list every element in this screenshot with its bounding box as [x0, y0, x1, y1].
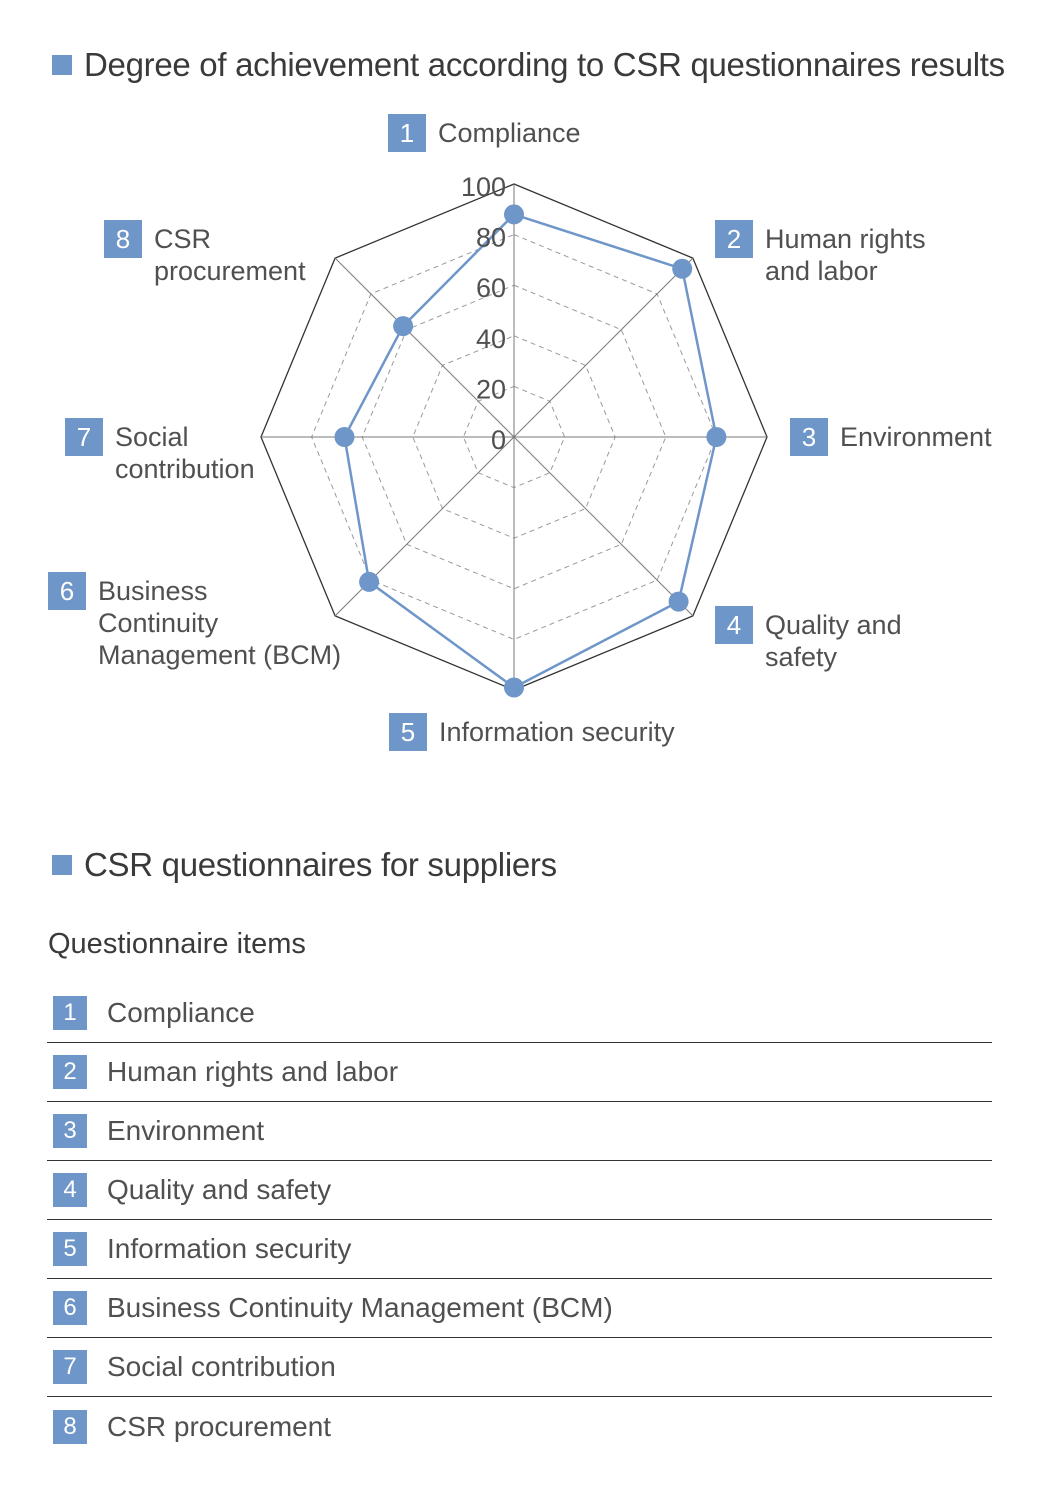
axis-label-environment: 3 Environment [790, 418, 992, 456]
tick-label: 60 [476, 273, 506, 303]
axis-label-text: Quality and safety [765, 610, 902, 672]
item-label: Social contribution [107, 1351, 336, 1382]
tick-label: 100 [461, 172, 506, 202]
item-number-badge: 6 [53, 1291, 87, 1325]
axis-number-badge: 1 [388, 114, 426, 152]
axis-label-text: CSR procurement [154, 224, 306, 286]
radar-chart: 0 20 40 60 80 100 [260, 172, 768, 698]
axis-label-bcm: 6 Business Continuity Management (BCM) [48, 572, 342, 671]
item-number-badge: 7 [53, 1350, 87, 1384]
item-label: Human rights and labor [107, 1056, 399, 1087]
questionnaire-items-list: 1 Compliance 2 Human rights and labor 3 Env… [47, 984, 992, 1456]
radar-spoke [513, 436, 694, 617]
list-item: 2 Human rights and labor [47, 1043, 992, 1102]
item-number-badge: 4 [53, 1173, 87, 1207]
axis-label-information-security: 5 Information security [389, 713, 675, 751]
axis-number-badge: 3 [790, 418, 828, 456]
chart-section-title: Degree of achievement according to CSR q… [52, 46, 1005, 84]
axis-number-badge: 4 [715, 606, 753, 644]
data-point [334, 427, 355, 447]
questionnaire-items-heading: Questionnaire items [48, 928, 306, 960]
list-item: 8 CSR procurement [47, 1397, 992, 1456]
tick-label: 0 [491, 425, 506, 455]
list-item: 6 Business Continuity Management (BCM) [47, 1279, 992, 1338]
axis-label-quality-safety: 4 Quality and safety [715, 606, 902, 673]
item-label: CSR procurement [107, 1410, 332, 1442]
axis-label-text: Social contribution [115, 422, 255, 484]
item-number-badge: 1 [53, 996, 87, 1030]
axis-number-badge: 2 [715, 220, 753, 258]
axis-label-text: Compliance [438, 118, 581, 148]
list-item: 1 Compliance [47, 984, 992, 1043]
radar-spoke [334, 436, 515, 617]
axis-label-csr-procurement: 8 CSR procurement [104, 220, 306, 287]
data-point [504, 204, 524, 225]
data-point [393, 316, 414, 337]
questionnaire-section-title: CSR questionnaires for suppliers [52, 846, 557, 884]
data-point [359, 571, 380, 592]
radar-spoke [334, 257, 515, 438]
radar-spoke [513, 257, 694, 438]
chart-section-title-text: Degree of achievement according to CSR q… [84, 46, 1005, 83]
item-label: Environment [107, 1115, 265, 1146]
axis-number-badge: 6 [48, 572, 86, 610]
square-bullet-icon [52, 55, 72, 75]
data-point [504, 677, 524, 698]
data-point [706, 427, 727, 447]
item-number-badge: 2 [53, 1055, 87, 1089]
list-item: 7 Social contribution [47, 1338, 992, 1397]
item-label: Quality and safety [107, 1174, 332, 1205]
axis-number-badge: 8 [104, 220, 142, 258]
axis-number-badge: 7 [65, 418, 103, 456]
item-label: Compliance [107, 997, 255, 1028]
item-label: Business Continuity Management (BCM) [107, 1292, 613, 1323]
axis-label-human-rights: 2 Human rights and labor [715, 220, 926, 287]
item-number-badge: 5 [53, 1232, 87, 1266]
axis-label-social-contribution: 7 Social contribution [65, 418, 255, 485]
list-item: 4 Quality and safety [47, 1161, 992, 1220]
list-item: 5 Information security [47, 1220, 992, 1279]
item-number-badge: 8 [53, 1409, 87, 1444]
data-point [668, 591, 689, 612]
axis-label-text: Information security [439, 717, 675, 747]
tick-label: 20 [476, 374, 506, 404]
tick-label: 40 [476, 324, 506, 354]
axis-label-text: Business Continuity Management (BCM) [98, 576, 342, 670]
axis-label-text: Environment [840, 422, 992, 452]
data-point [672, 258, 693, 279]
axis-number-badge: 5 [389, 713, 427, 751]
series-line [343, 212, 718, 689]
item-number-badge: 3 [53, 1114, 87, 1148]
square-bullet-icon [52, 855, 72, 875]
tick-label: 80 [476, 223, 506, 253]
list-item: 3 Environment [47, 1102, 992, 1161]
axis-label-compliance: 1 Compliance [388, 114, 581, 152]
item-label: Information security [107, 1233, 352, 1264]
questionnaire-section-title-text: CSR questionnaires for suppliers [84, 846, 557, 883]
axis-label-text: Human rights and labor [765, 224, 926, 286]
radar-grid-ring [361, 284, 667, 590]
